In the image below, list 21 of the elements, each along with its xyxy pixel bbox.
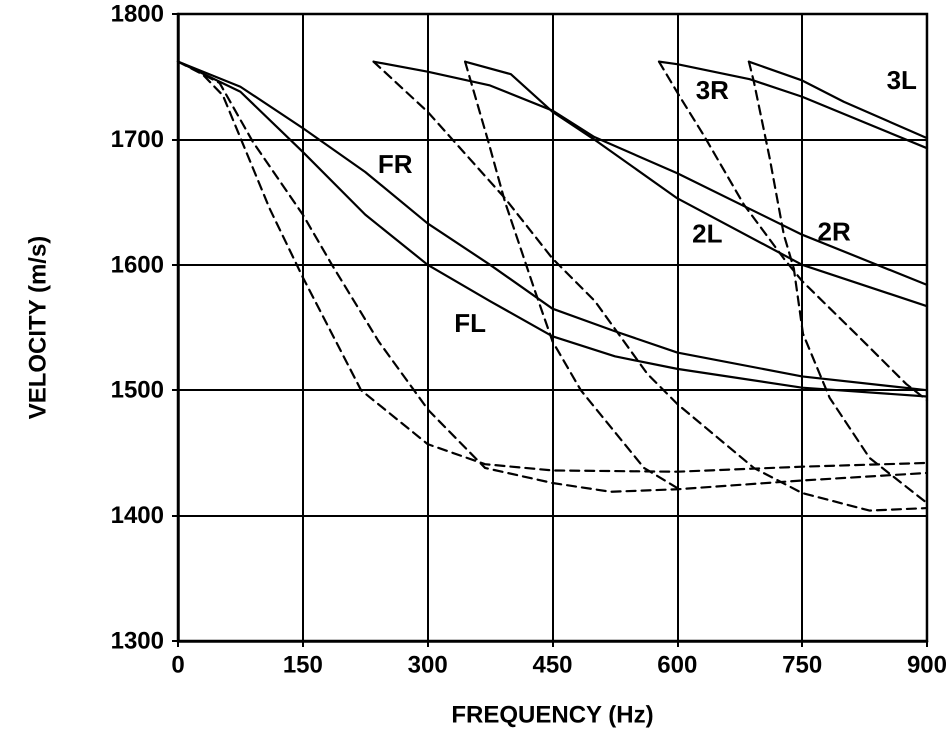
- x-tick-label: 150: [282, 652, 323, 678]
- y-tick-label: 1800: [110, 0, 164, 28]
- y-tick-label: 1500: [110, 376, 164, 404]
- series-label: 3L: [886, 64, 918, 95]
- y-tick-label: 1400: [110, 502, 164, 530]
- y-tick-label: 1300: [110, 628, 164, 654]
- series-label: FL: [454, 308, 486, 338]
- y-tick-label: 1600: [110, 251, 164, 278]
- series-label: 3R: [696, 75, 730, 106]
- y-tick-label: 1700: [110, 126, 164, 153]
- x-tick-label: 450: [532, 652, 573, 678]
- x-tick-label: 0: [171, 652, 185, 678]
- series-label: 2R: [818, 216, 851, 247]
- x-axis-title: FREQUENCY (Hz): [451, 702, 654, 728]
- y-axis-title: VELOCITY (m/s): [24, 236, 52, 420]
- x-tick-label: 600: [657, 652, 698, 678]
- x-tick-label: 300: [408, 652, 448, 678]
- series-label: 2L: [692, 218, 723, 248]
- x-tick-label: 750: [782, 652, 822, 678]
- x-tick-label: 900: [906, 652, 947, 678]
- series-label: FR: [378, 149, 413, 180]
